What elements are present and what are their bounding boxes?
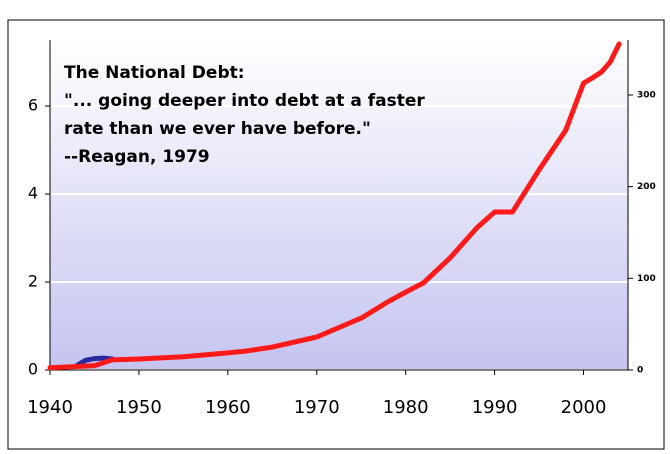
x-tick-label: 1970: [294, 397, 340, 418]
y-tick-label: 6: [28, 96, 38, 115]
y2-tick-label: 200: [637, 182, 656, 192]
y-tick-label: 4: [28, 184, 38, 203]
y2-tick-label: 300: [637, 91, 656, 101]
y2-tick-label: 100: [637, 274, 656, 284]
annotation: rate than we ever have before.": [64, 119, 371, 139]
annotation: The National Debt:: [64, 63, 245, 83]
x-tick-label: 1960: [205, 397, 251, 418]
x-tick-label: 1980: [383, 397, 429, 418]
annotation: "... going deeper into debt at a faster: [64, 91, 425, 111]
x-tick-label: 1990: [472, 397, 518, 418]
x-tick-label: 1940: [27, 397, 73, 418]
x-tick-label: 1950: [116, 397, 162, 418]
y-tick-label: 0: [28, 360, 38, 379]
plot-area: [50, 40, 628, 370]
y2-tick-label: 0: [637, 366, 643, 376]
data-line: [74, 355, 115, 369]
annotation: --Reagan, 1979: [64, 147, 210, 167]
y-tick-label: 2: [28, 272, 38, 291]
data-line: [47, 41, 622, 371]
x-tick-label: 2000: [561, 397, 607, 418]
